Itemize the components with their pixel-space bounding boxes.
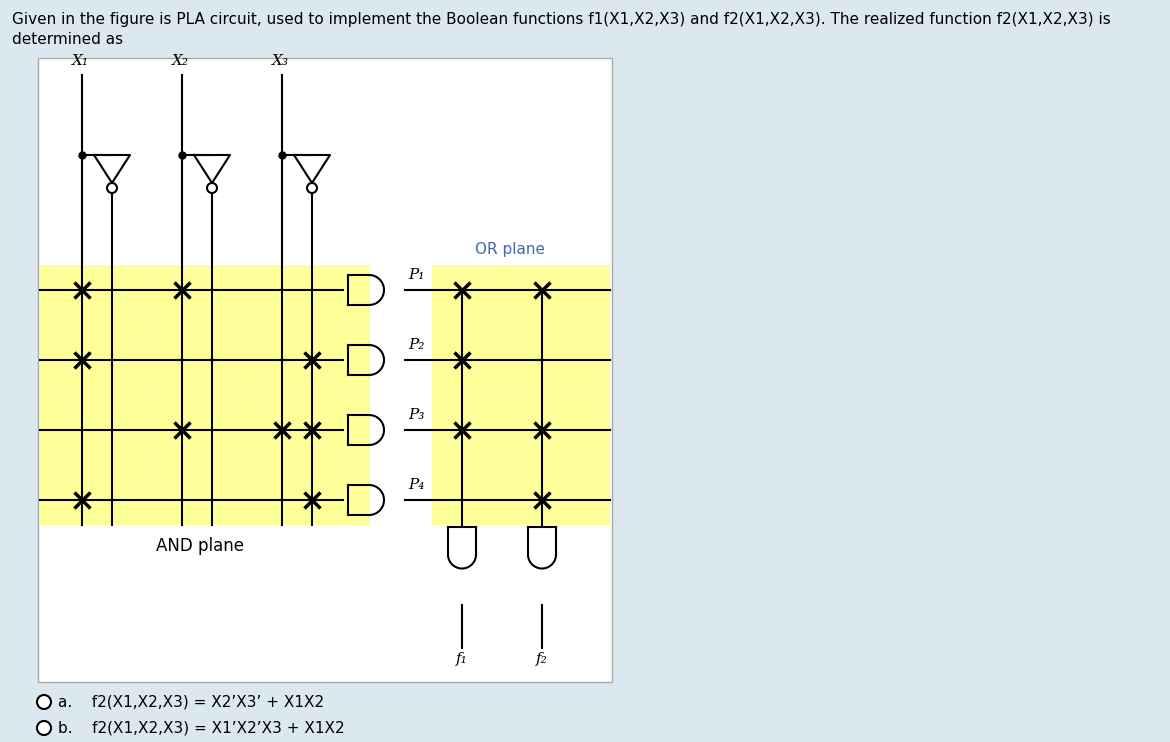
Text: f₁: f₁ xyxy=(456,652,468,666)
Bar xyxy=(40,265,370,525)
Text: Given in the figure is PLA circuit, used to implement the Boolean functions f1(X: Given in the figure is PLA circuit, used… xyxy=(12,12,1110,27)
Text: P₄: P₄ xyxy=(408,478,425,492)
Circle shape xyxy=(37,721,51,735)
Text: OR plane: OR plane xyxy=(475,242,545,257)
Circle shape xyxy=(106,183,117,193)
Text: b.    f2(X1,X2,X3) = X1’X2’X3 + X1X2: b. f2(X1,X2,X3) = X1’X2’X3 + X1X2 xyxy=(58,720,345,735)
Text: P₁: P₁ xyxy=(408,268,425,282)
Text: f₂: f₂ xyxy=(536,652,548,666)
Text: X₃: X₃ xyxy=(271,54,289,68)
Text: AND plane: AND plane xyxy=(156,537,245,555)
Text: P₃: P₃ xyxy=(408,408,425,422)
Text: a.    f2(X1,X2,X3) = X2’X3’ + X1X2: a. f2(X1,X2,X3) = X2’X3’ + X1X2 xyxy=(58,695,324,709)
Circle shape xyxy=(207,183,216,193)
Text: X₁: X₁ xyxy=(71,54,89,68)
Bar xyxy=(37,58,612,682)
Circle shape xyxy=(307,183,317,193)
Text: X₂: X₂ xyxy=(172,54,188,68)
Circle shape xyxy=(37,695,51,709)
Text: determined as: determined as xyxy=(12,32,123,47)
Text: P₂: P₂ xyxy=(408,338,425,352)
Bar xyxy=(432,265,610,525)
